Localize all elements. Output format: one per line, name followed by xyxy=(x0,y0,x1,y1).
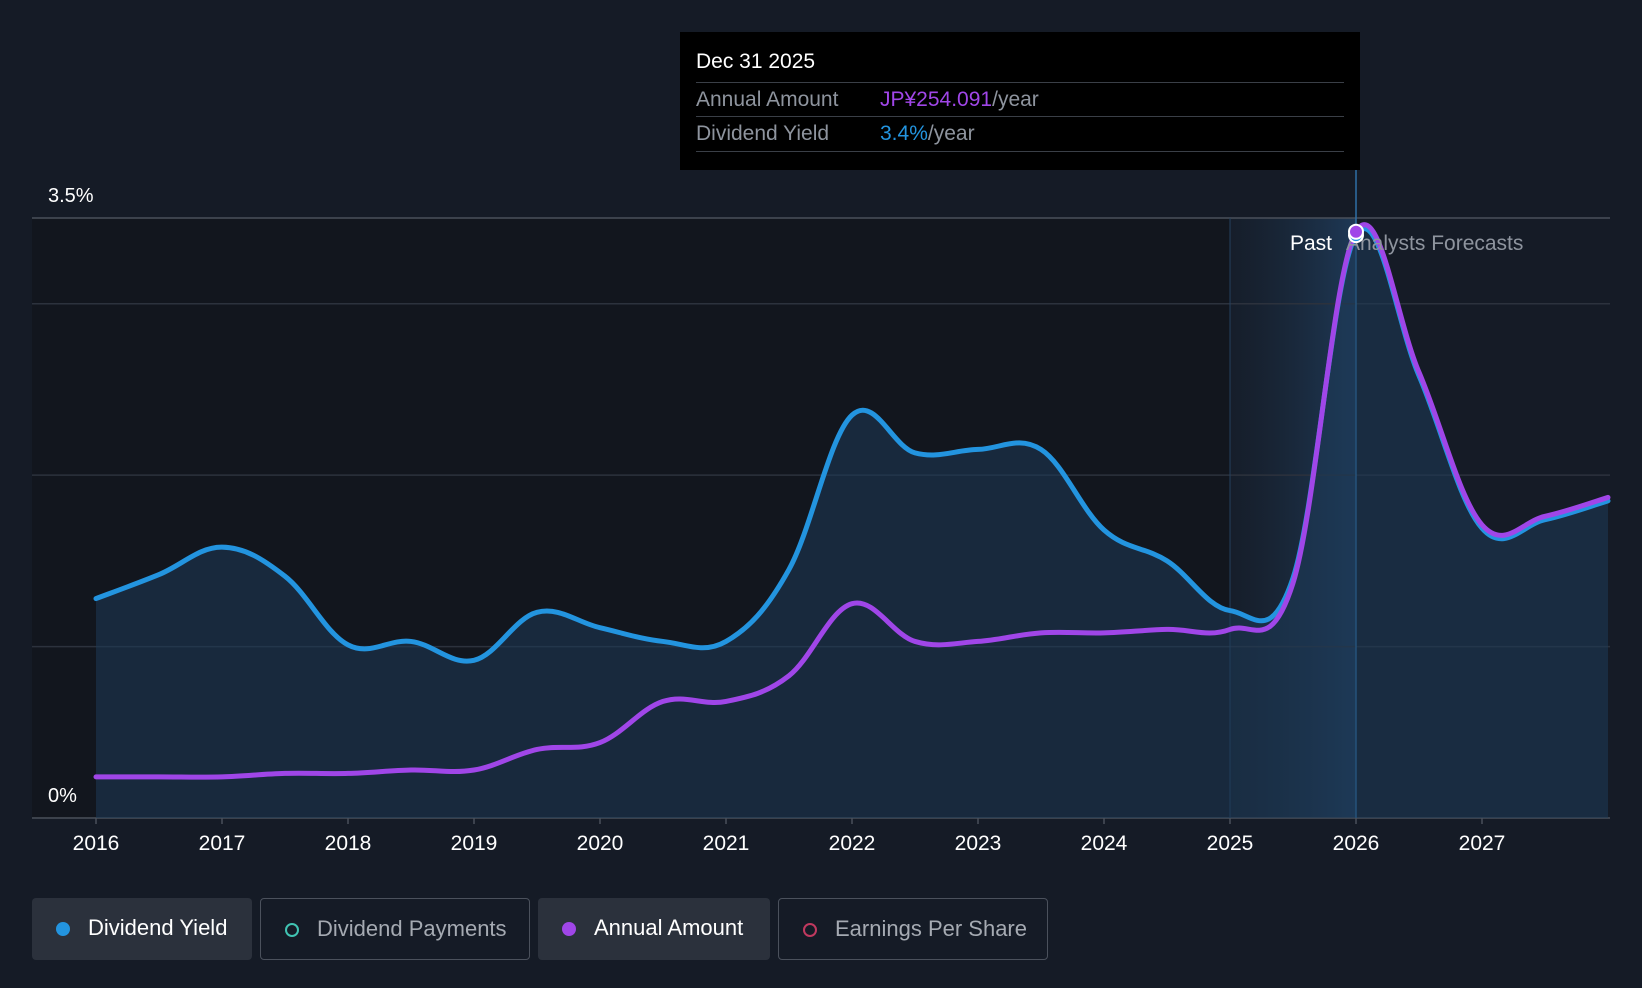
legend-label: Annual Amount xyxy=(594,915,744,940)
legend-dividend-payments[interactable]: Dividend Payments xyxy=(260,898,530,960)
x-tick-label: 2026 xyxy=(1333,832,1380,855)
legend-dot-icon xyxy=(562,922,576,936)
legend-label: Dividend Payments xyxy=(317,916,507,941)
tooltip-annual-label: Annual Amount xyxy=(696,88,839,111)
axis-layer: 3.5% 0% 2016 2017 2018 2019 2020 2021 2022 2023 20… xyxy=(48,185,1523,855)
tooltip: Dec 31 2025 Annual Amount JP¥254.091/yea… xyxy=(680,32,1360,170)
legend-label: Dividend Yield xyxy=(88,915,228,940)
legend-ring-icon xyxy=(803,923,817,937)
legend-label: Earnings Per Share xyxy=(835,916,1027,941)
tooltip-yield-value-group: 3.4%/year xyxy=(880,117,975,151)
x-tick-label: 2021 xyxy=(703,832,750,855)
legend-ring-icon xyxy=(285,923,299,937)
x-tick-label: 2018 xyxy=(325,832,372,855)
x-tick-label: 2020 xyxy=(577,832,624,855)
tooltip-yield-value: 3.4% xyxy=(880,122,928,145)
y-tick-label: 0% xyxy=(48,785,77,807)
tooltip-yield-unit: /year xyxy=(927,122,975,145)
x-tick-label: 2016 xyxy=(73,832,120,855)
series-lines xyxy=(93,222,1611,780)
x-tick-label: 2017 xyxy=(199,832,246,855)
x-tick-label: 2023 xyxy=(955,832,1002,855)
tooltip-annual-value-group: JP¥254.091/year xyxy=(880,83,1039,117)
legend-annual-amount[interactable]: Annual Amount xyxy=(538,898,770,960)
marker-layer xyxy=(1348,223,1364,244)
tooltip-annual-unit: /year xyxy=(992,88,1039,111)
tooltip-date: Dec 31 2025 xyxy=(696,50,816,73)
legend-dot-icon xyxy=(56,922,70,936)
y-tick-label: 3.5% xyxy=(48,185,94,207)
x-tick-label: 2027 xyxy=(1459,832,1506,855)
legend-earnings-per-share[interactable]: Earnings Per Share xyxy=(778,898,1048,960)
series-areas xyxy=(96,228,1608,818)
annual-amount-marker xyxy=(1348,223,1364,240)
annual-amount-line xyxy=(93,222,1611,780)
forecast-label: Analysts Forecasts xyxy=(1346,232,1523,255)
x-tick-label: 2025 xyxy=(1207,832,1254,855)
tooltip-row-dividend-yield: Dividend Yield 3.4%/year xyxy=(696,116,1344,152)
tooltip-annual-value: JP¥254.091 xyxy=(880,88,993,111)
x-tick-label: 2024 xyxy=(1081,832,1128,855)
x-tick-label: 2019 xyxy=(451,832,498,855)
dividend-yield-area xyxy=(96,228,1608,818)
past-label: Past xyxy=(1290,232,1332,255)
x-tick-label: 2022 xyxy=(829,832,876,855)
tooltip-yield-label: Dividend Yield xyxy=(696,122,830,145)
legend-dividend-yield[interactable]: Dividend Yield xyxy=(32,898,252,960)
tooltip-row-annual-amount: Annual Amount JP¥254.091/year xyxy=(696,82,1344,117)
